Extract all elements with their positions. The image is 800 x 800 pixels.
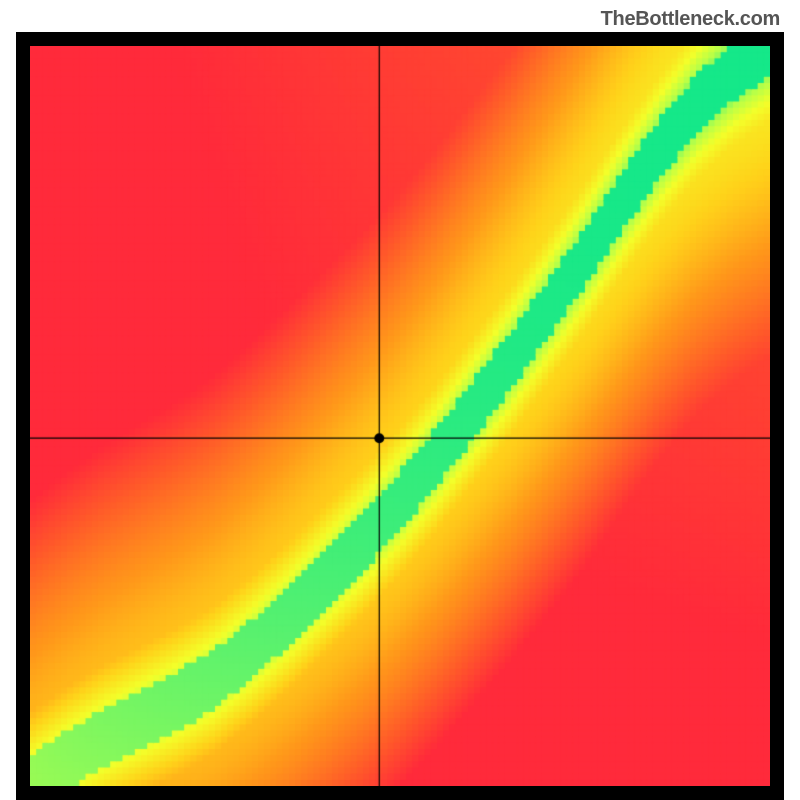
heatmap-canvas [30, 46, 770, 786]
attribution-text: TheBottleneck.com [601, 8, 780, 31]
chart-container: TheBottleneck.com [0, 0, 800, 800]
chart-frame [16, 32, 784, 800]
